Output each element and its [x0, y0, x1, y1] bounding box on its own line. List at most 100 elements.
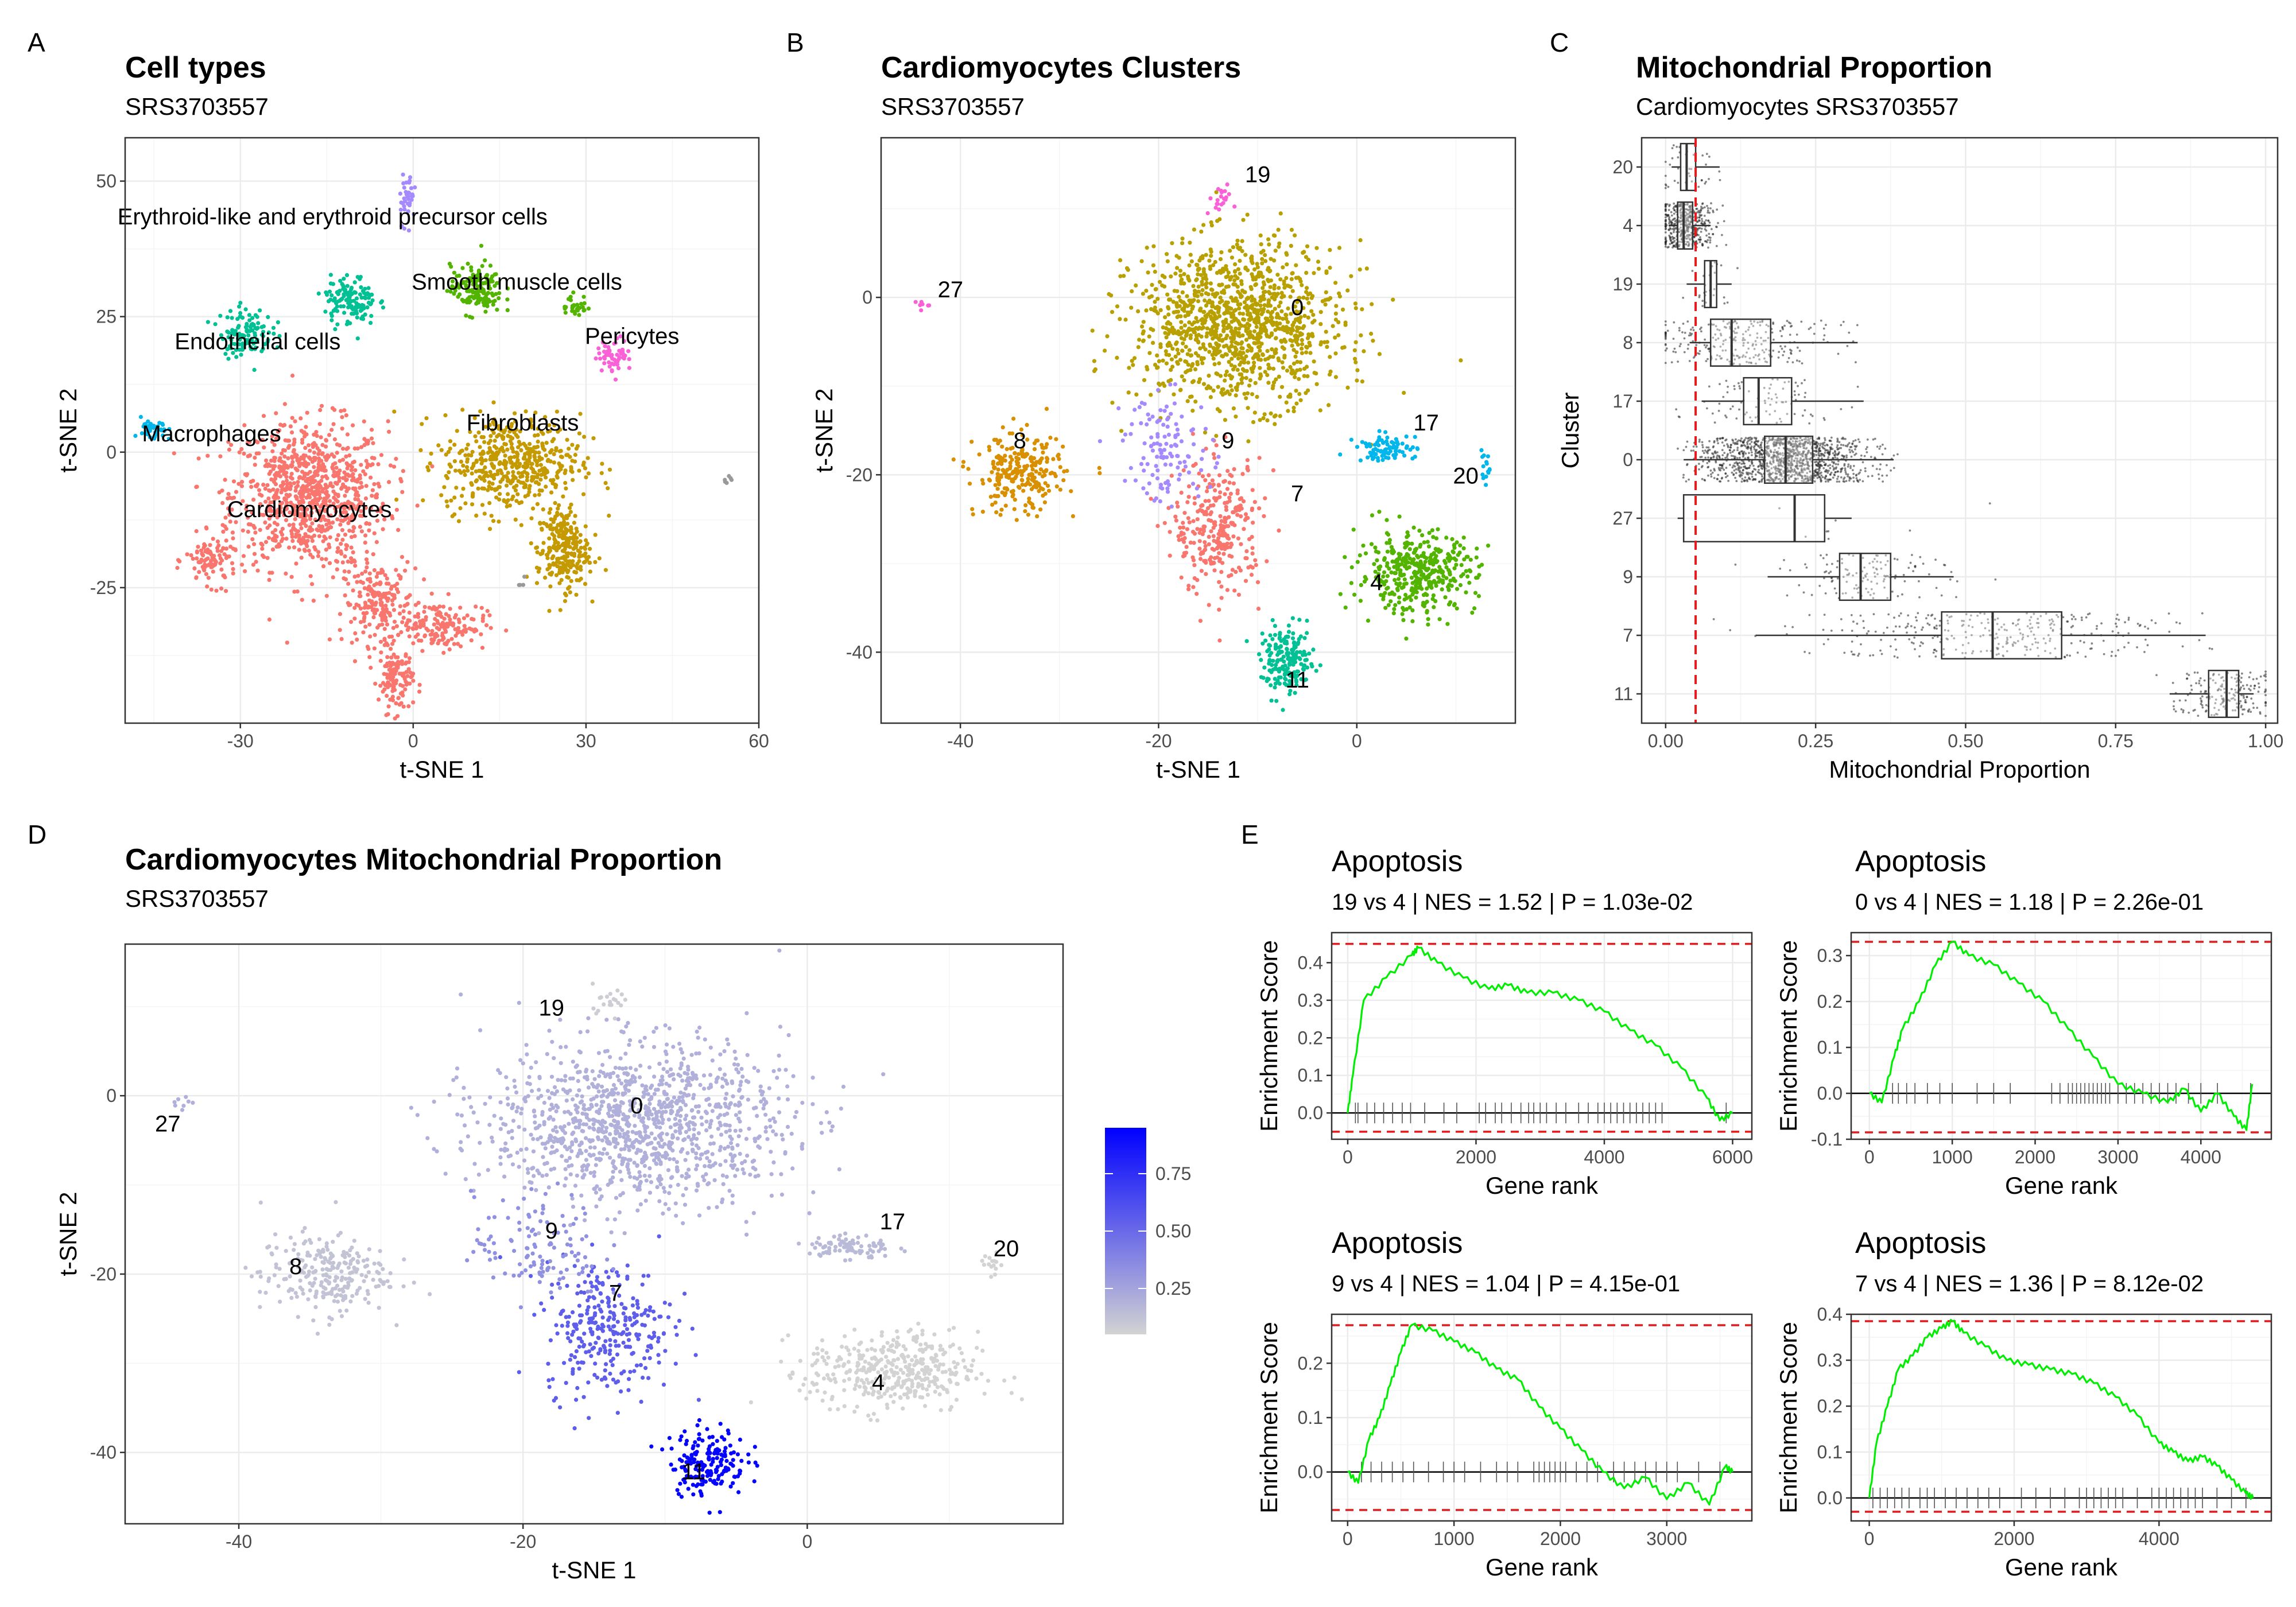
point [407, 634, 412, 639]
point [438, 611, 443, 616]
point [521, 456, 526, 461]
point [394, 498, 399, 502]
point [411, 641, 416, 646]
point [483, 473, 487, 478]
point [1186, 587, 1191, 592]
point [412, 622, 417, 627]
point [1206, 300, 1211, 305]
point [411, 671, 416, 676]
point [723, 478, 727, 482]
point [1220, 339, 1224, 343]
point [1218, 283, 1223, 288]
point [293, 419, 297, 424]
point [1445, 556, 1450, 561]
point [1195, 263, 1200, 267]
point [478, 445, 482, 449]
point [340, 282, 344, 286]
point [234, 355, 239, 359]
point [203, 562, 207, 567]
point [574, 592, 579, 597]
point [220, 488, 224, 493]
point [1370, 302, 1374, 306]
point [297, 512, 302, 517]
point [1252, 360, 1256, 365]
point [1203, 499, 1208, 503]
point [1212, 548, 1216, 552]
point [518, 480, 523, 485]
point [219, 549, 224, 553]
point [359, 285, 363, 290]
point [379, 650, 383, 655]
point [1358, 599, 1363, 603]
point [324, 522, 329, 527]
point [381, 689, 385, 694]
point [1105, 334, 1110, 339]
point [1431, 593, 1436, 597]
point [1134, 283, 1138, 288]
point [1235, 242, 1239, 247]
point [1127, 366, 1131, 370]
point [1165, 252, 1169, 257]
point [1213, 488, 1217, 493]
cluster-label: Erythroid-like and erythroid precursor c… [118, 204, 548, 230]
point [379, 603, 383, 607]
point [1204, 253, 1208, 257]
point [1250, 261, 1255, 265]
point [1474, 555, 1479, 560]
point [1175, 315, 1180, 320]
point [339, 636, 344, 641]
point [1187, 348, 1192, 352]
point [390, 598, 395, 603]
point [1169, 274, 1173, 279]
point [312, 465, 316, 469]
point [1041, 450, 1045, 455]
point [572, 521, 577, 525]
point [1263, 496, 1267, 500]
point [1110, 310, 1115, 315]
point [384, 713, 389, 717]
point [1240, 239, 1244, 243]
point [1277, 528, 1281, 533]
point [1410, 581, 1415, 585]
point [567, 585, 572, 589]
point [245, 503, 249, 508]
point [495, 472, 500, 476]
point [571, 552, 576, 557]
point [302, 473, 307, 478]
point [458, 605, 463, 610]
point [347, 569, 351, 574]
point [371, 552, 375, 557]
point [264, 509, 269, 514]
point [555, 470, 560, 475]
point [1305, 346, 1309, 350]
point [1417, 563, 1422, 568]
point [346, 463, 350, 467]
point [485, 609, 490, 614]
point [1393, 578, 1397, 583]
point [224, 556, 228, 560]
point [281, 424, 285, 428]
point [532, 445, 537, 450]
point [282, 454, 287, 459]
point [1231, 298, 1235, 303]
point [1250, 392, 1255, 397]
point [305, 507, 309, 512]
point [1239, 352, 1243, 358]
point [1044, 406, 1049, 412]
point [566, 568, 571, 573]
point [548, 459, 553, 464]
point [1205, 489, 1209, 494]
point [1131, 363, 1135, 367]
point [1252, 500, 1257, 504]
point [1228, 325, 1233, 330]
point [1208, 330, 1213, 335]
point [347, 453, 352, 458]
point [454, 486, 459, 490]
y-tick-label: -20 [846, 464, 872, 485]
point [541, 521, 546, 526]
point [1452, 566, 1457, 570]
point [294, 485, 298, 490]
point [1318, 310, 1323, 315]
point [594, 356, 598, 361]
point [359, 445, 364, 449]
